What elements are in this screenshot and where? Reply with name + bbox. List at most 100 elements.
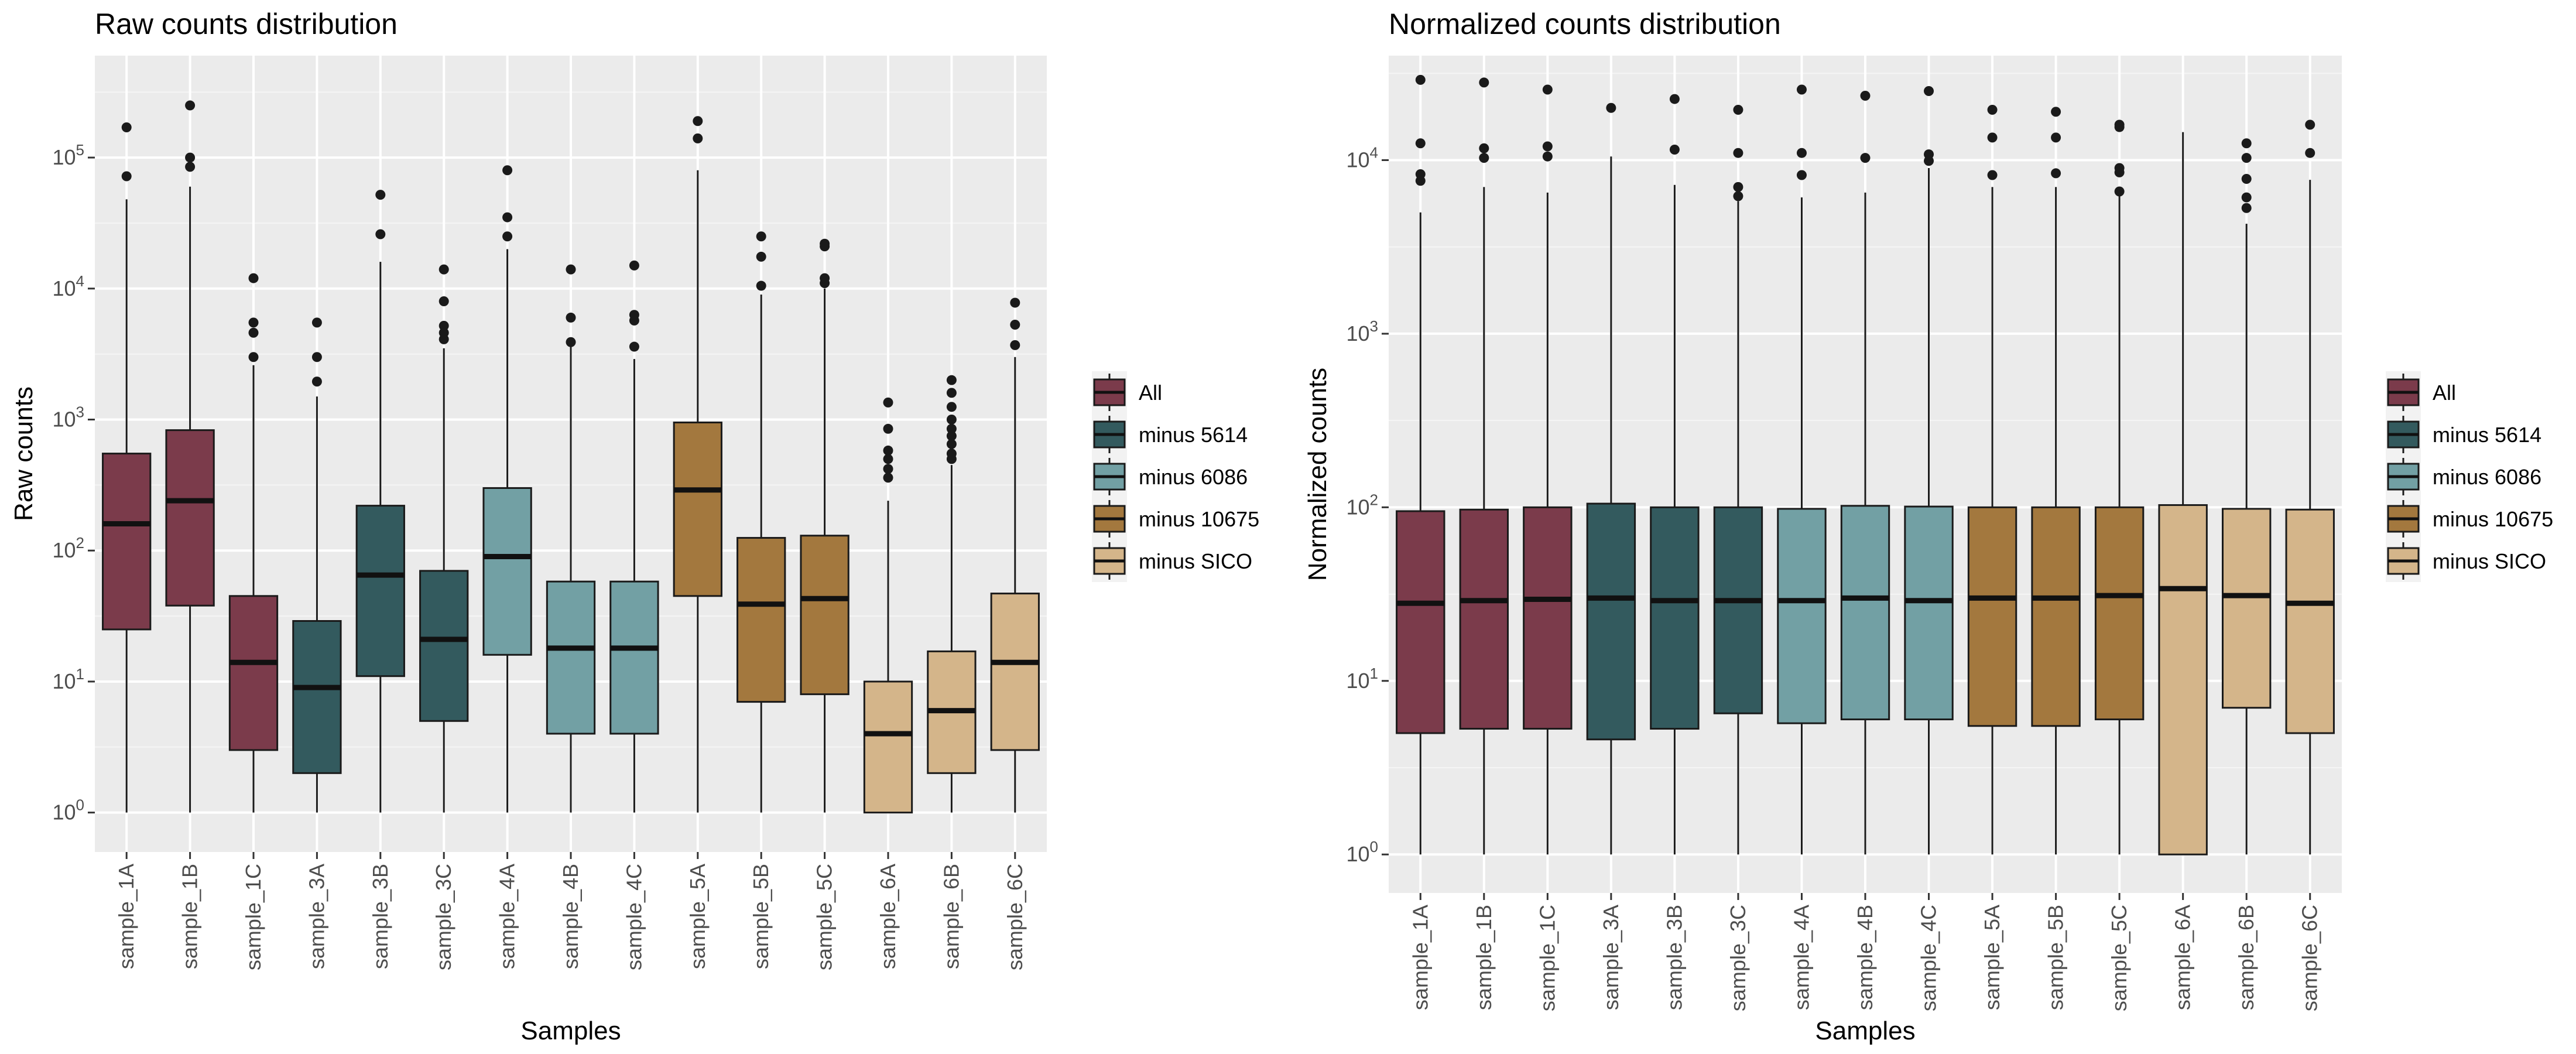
outlier-point xyxy=(311,352,322,362)
box-sample_5C xyxy=(2094,119,2145,855)
outlier-point xyxy=(1542,141,1553,152)
outlier-point xyxy=(311,317,322,328)
outlier-point xyxy=(883,464,893,474)
outlier-point xyxy=(883,445,893,456)
legend-label: All xyxy=(1139,381,1162,405)
outlier-point xyxy=(820,273,830,283)
outlier-point xyxy=(2241,192,2252,203)
x-tick-label: sample_3A xyxy=(1599,905,1623,1010)
outlier-point xyxy=(248,317,259,328)
outlier-point xyxy=(1796,170,1807,180)
box-body xyxy=(419,570,469,722)
outlier-point xyxy=(2305,119,2315,130)
outlier-point xyxy=(2241,153,2252,163)
legend-item: All xyxy=(2386,371,2456,413)
x-tick-label: sample_1C xyxy=(241,864,265,970)
outlier-point xyxy=(185,162,196,172)
outlier-point xyxy=(946,430,957,441)
outlier-point xyxy=(1733,148,1743,158)
y-axis-ticks: 100 101 102 103 104 105 xyxy=(52,141,95,824)
legend-item: minus 5614 xyxy=(1092,413,1248,456)
legend-item: All xyxy=(1092,371,1162,413)
box-body xyxy=(863,680,913,814)
outlier-point xyxy=(756,231,766,242)
outlier-point xyxy=(820,238,830,249)
box-sample_1A xyxy=(1396,74,1445,855)
box-body xyxy=(800,535,849,696)
x-axis-label: Samples xyxy=(1815,1017,1915,1045)
box-sample_3C xyxy=(1713,104,1763,855)
y-tick-label: 105 xyxy=(52,141,84,169)
x-axis-ticks: sample_1A sample_1B sample_1C sample_3A samp… xyxy=(114,852,1027,970)
box-body xyxy=(1586,502,1636,741)
box-sample_5B xyxy=(737,231,786,813)
outlier-point xyxy=(1669,144,1680,155)
legend-item: minus 6086 xyxy=(2386,456,2541,498)
box-body xyxy=(2031,506,2081,727)
legend-label: minus SICO xyxy=(2433,549,2546,573)
y-tick-label: 104 xyxy=(1346,143,1378,172)
outlier-point xyxy=(1924,86,1934,97)
box-body xyxy=(1967,506,2017,727)
outlier-point xyxy=(1415,138,1426,149)
box-body xyxy=(292,620,342,774)
x-axis-ticks: sample_1A sample_1B sample_1C sample_3A samp… xyxy=(1408,893,2322,1011)
x-tick-label: sample_5B xyxy=(2044,905,2068,1010)
box-sample_4B xyxy=(1840,90,1890,855)
x-tick-label: sample_1C xyxy=(1535,905,1559,1011)
x-tick-label: sample_6A xyxy=(2171,905,2195,1010)
box-sample_4A xyxy=(482,165,532,813)
box-sample_6C xyxy=(990,297,1040,813)
x-tick-label: sample_1A xyxy=(1408,905,1432,1010)
box-body xyxy=(546,580,596,735)
outlier-point xyxy=(1010,319,1020,330)
chart-title: Raw counts distribution xyxy=(95,8,398,40)
chart-title: Normalized counts distribution xyxy=(1389,8,1781,40)
outlier-point xyxy=(439,296,449,306)
box-sample_3A xyxy=(1586,102,1636,855)
box-sample_1B xyxy=(165,100,215,813)
x-tick-label: sample_4A xyxy=(495,864,519,969)
box-body xyxy=(2158,504,2208,855)
outlier-point xyxy=(1924,149,1934,160)
outlier-point xyxy=(1669,94,1680,104)
x-tick-label: sample_6B xyxy=(939,864,963,969)
y-axis-label: Normalized counts xyxy=(1303,368,1332,581)
box-sample_3B xyxy=(355,190,405,813)
outlier-point xyxy=(756,251,766,262)
outlier-point xyxy=(2051,168,2061,179)
outlier-point xyxy=(1733,191,1743,201)
outlier-point xyxy=(1415,169,1426,179)
box-sample_5A xyxy=(673,116,722,813)
box-sample_1C xyxy=(228,273,279,813)
outlier-point xyxy=(248,327,259,338)
outlier-point xyxy=(375,229,386,239)
outlier-point xyxy=(1479,77,1489,88)
y-tick-label: 101 xyxy=(1346,665,1378,693)
box-sample_3C xyxy=(419,264,469,813)
box-sample_4B xyxy=(546,264,596,813)
x-tick-label: sample_1B xyxy=(1472,905,1496,1010)
box-body xyxy=(102,453,152,631)
outlier-point xyxy=(439,320,449,331)
outlier-point xyxy=(566,312,576,323)
outlier-point xyxy=(502,231,513,242)
legend: All minus 5614 minus 6086 minus 10675 minus … xyxy=(1092,371,1259,582)
outlier-point xyxy=(121,171,132,182)
outlier-point xyxy=(1796,84,1807,95)
x-tick-label: sample_5B xyxy=(749,864,773,969)
outlier-point xyxy=(629,341,639,352)
box-sample_6B xyxy=(2222,138,2272,855)
x-tick-label: sample_4A xyxy=(1789,905,1813,1010)
outlier-point xyxy=(2051,107,2061,117)
boxes xyxy=(1396,74,2335,855)
box-body xyxy=(609,580,659,735)
box-body xyxy=(673,421,722,597)
outlier-point xyxy=(248,273,259,283)
outlier-point xyxy=(883,454,893,464)
x-axis-label: Samples xyxy=(520,1017,621,1045)
outlier-point xyxy=(1010,297,1020,308)
legend-label: All xyxy=(2433,381,2456,405)
x-tick-label: sample_5C xyxy=(813,864,837,970)
raw-counts-panel: Raw counts distribution 1001011021031041… xyxy=(9,8,1047,1045)
